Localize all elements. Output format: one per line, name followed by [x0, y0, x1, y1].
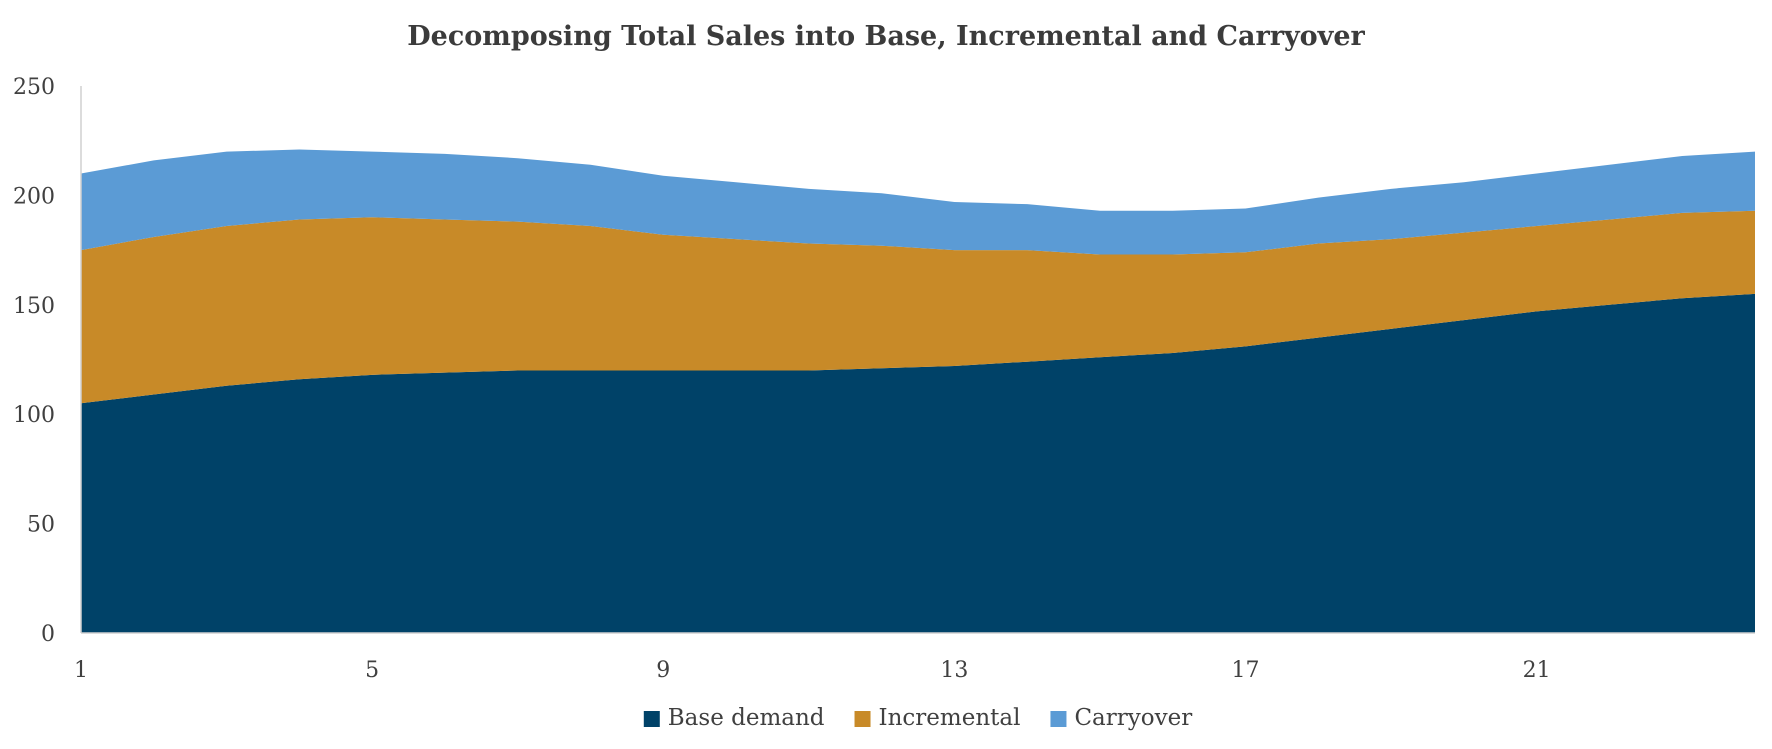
y-tick-label: 50 — [27, 513, 55, 538]
x-tick-label: 17 — [1232, 658, 1260, 683]
axes-layer: 0 50 100 150 200 250 1 5 9 13 17 21 — [13, 75, 1755, 683]
legend-swatch — [1050, 711, 1067, 727]
y-tick-label: 150 — [13, 294, 55, 319]
y-tick-label: 200 — [13, 184, 55, 209]
legend-label: Incremental — [879, 705, 1021, 731]
legend-item-base-demand: Base demand — [643, 705, 825, 731]
area-base-demand — [81, 293, 1755, 633]
legend-item-incremental: Incremental — [854, 705, 1021, 731]
area-incremental — [81, 210, 1755, 404]
legend-swatch — [854, 711, 871, 727]
y-tick-label: 0 — [41, 622, 55, 647]
legend-label: Carryover — [1074, 705, 1192, 731]
x-tick-label: 21 — [1523, 658, 1551, 683]
y-tick-label: 100 — [13, 403, 55, 428]
y-tick-label: 250 — [13, 75, 55, 100]
x-tick-label: 1 — [74, 658, 88, 683]
areas-layer — [81, 149, 1755, 633]
legend-swatch — [643, 711, 660, 727]
x-tick-label: 9 — [656, 658, 670, 683]
area-carryover — [81, 149, 1755, 255]
legend: Base demand Incremental Carryover — [643, 705, 1192, 731]
x-tick-label: 5 — [365, 658, 379, 683]
legend-label: Base demand — [668, 705, 825, 731]
legend-item-carryover: Carryover — [1050, 705, 1192, 731]
chart-title: Decomposing Total Sales into Base, Incre… — [407, 21, 1365, 52]
x-tick-label: 13 — [940, 658, 968, 683]
